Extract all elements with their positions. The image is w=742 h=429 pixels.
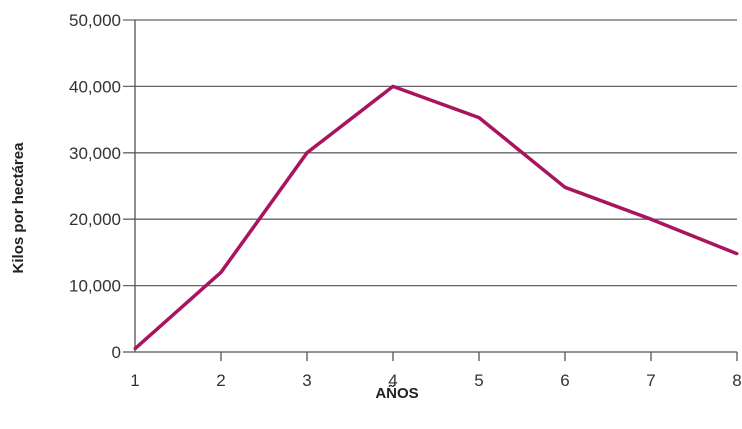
x-tick-label: 5 <box>474 371 483 390</box>
x-tick-label: 4 <box>388 371 397 390</box>
y-axis-title: Kilos por hectárea <box>10 142 27 274</box>
data-point <box>391 84 395 88</box>
x-tick-label: 7 <box>646 371 655 390</box>
data-point <box>477 116 481 120</box>
x-tick-label: 8 <box>732 371 741 390</box>
axes <box>123 20 738 361</box>
data-point <box>649 217 653 221</box>
x-tick-labels: 1 2 3 4 5 6 7 8 <box>130 371 741 390</box>
y-tick-label: 50,000 <box>69 11 121 30</box>
y-tick-labels: 0 10,000 20,000 30,000 40,000 50,000 <box>69 11 121 362</box>
series-group <box>133 84 739 351</box>
data-point <box>735 252 739 256</box>
series-line-0 <box>133 84 738 350</box>
x-tick-label: 2 <box>216 371 225 390</box>
data-point <box>305 151 309 155</box>
x-tick-label: 3 <box>302 371 311 390</box>
data-point <box>133 347 137 351</box>
y-tick-label: 30,000 <box>69 144 121 163</box>
y-tick-label: 0 <box>112 343 121 362</box>
data-point <box>563 185 567 189</box>
y-tick-label: 40,000 <box>69 77 121 96</box>
x-axis-title: AÑOS <box>375 384 418 402</box>
grid-lines <box>123 19 737 287</box>
x-tick-label: 6 <box>560 371 569 390</box>
x-tick-label: 1 <box>130 371 139 390</box>
y-tick-label: 20,000 <box>69 210 121 229</box>
data-point <box>219 270 223 274</box>
y-tick-label: 10,000 <box>69 277 121 296</box>
